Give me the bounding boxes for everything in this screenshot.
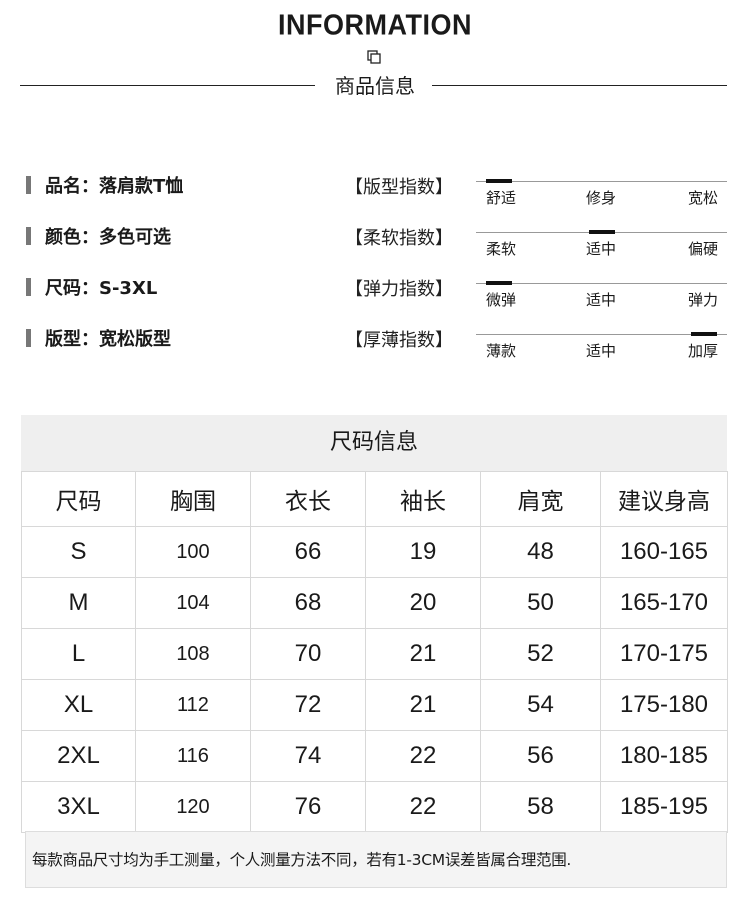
column-header: 肩宽 xyxy=(480,471,601,527)
table-cell: 58 xyxy=(480,781,601,833)
index-scale-label: 薄款 xyxy=(486,342,517,360)
index-scale-label: 微弹 xyxy=(486,291,517,309)
table-cell: 20 xyxy=(365,577,481,629)
index-scale-label: 修身 xyxy=(586,189,617,207)
table-cell: 2XL xyxy=(21,730,136,782)
spec-label: 颜色：多色可选 xyxy=(45,227,171,248)
spec-item: 版型：宽松版型 xyxy=(26,325,171,351)
table-row: XL 112 72 21 54 175-180 xyxy=(21,679,728,731)
index-scale-label: 弹力 xyxy=(688,291,719,309)
table-cell: L xyxy=(21,628,136,680)
table-cell: 21 xyxy=(365,628,481,680)
bullet-bar xyxy=(26,278,31,296)
index-scale-label: 适中 xyxy=(586,240,617,258)
table-cell: 72 xyxy=(250,679,366,731)
table-cell: 116 xyxy=(135,730,251,782)
table-row: 3XL 120 76 22 58 185-195 xyxy=(21,781,728,833)
size-table: 尺码信息 尺码 胸围 衣长 袖长 肩宽 建议身高 S 100 66 19 48 160-165 M 104… xyxy=(21,415,728,833)
table-row: S 100 66 19 48 160-165 xyxy=(21,526,728,578)
table-cell: 56 xyxy=(480,730,601,782)
table-row: M 104 68 20 50 165-170 xyxy=(21,577,728,629)
table-cell: 112 xyxy=(135,679,251,731)
table-cell: 3XL xyxy=(21,781,136,833)
bullet-bar xyxy=(26,176,31,194)
index-scale-label: 适中 xyxy=(586,342,617,360)
table-cell: 180-185 xyxy=(600,730,728,782)
index-scale-label: 适中 xyxy=(586,291,617,309)
index-name: 【厚薄指数】 xyxy=(345,330,453,351)
table-cell: 70 xyxy=(250,628,366,680)
table-cell: 22 xyxy=(365,730,481,782)
section-subtitle: 商品信息 xyxy=(335,74,415,98)
index-level-marker xyxy=(691,332,717,336)
index-scale-track: 柔软 适中 偏硬 xyxy=(476,230,727,258)
table-cell: 54 xyxy=(480,679,601,731)
index-name: 【柔软指数】 xyxy=(345,228,453,249)
table-row: L 108 70 21 52 170-175 xyxy=(21,628,728,680)
table-cell: 76 xyxy=(250,781,366,833)
table-cell: XL xyxy=(21,679,136,731)
table-cell: 175-180 xyxy=(600,679,728,731)
index-scale-track: 舒适 修身 宽松 xyxy=(476,179,727,207)
index-level-marker xyxy=(486,281,512,285)
index-level-marker xyxy=(588,230,615,234)
table-cell: 68 xyxy=(250,577,366,629)
copy-squares-icon xyxy=(367,50,381,64)
bullet-bar xyxy=(26,329,31,347)
divider-right xyxy=(432,85,727,86)
table-cell: 185-195 xyxy=(600,781,728,833)
table-cell: 22 xyxy=(365,781,481,833)
index-scale-label: 舒适 xyxy=(486,189,517,207)
table-cell: 104 xyxy=(135,577,251,629)
column-header: 袖长 xyxy=(365,471,481,527)
index-scale-label: 偏硬 xyxy=(688,240,719,258)
table-cell: 52 xyxy=(480,628,601,680)
index-scale-label: 宽松 xyxy=(688,189,719,207)
table-cell: 19 xyxy=(365,526,481,578)
table-cell: 170-175 xyxy=(600,628,728,680)
index-scale-track: 薄款 适中 加厚 xyxy=(476,332,727,360)
table-cell: 160-165 xyxy=(600,526,728,578)
table-cell: M xyxy=(21,577,136,629)
column-header: 胸围 xyxy=(135,471,251,527)
table-cell: 100 xyxy=(135,526,251,578)
table-cell: 74 xyxy=(250,730,366,782)
index-scale-label: 柔软 xyxy=(486,240,517,258)
spec-item: 颜色：多色可选 xyxy=(26,223,171,249)
column-header: 尺码 xyxy=(21,471,136,527)
table-cell: 21 xyxy=(365,679,481,731)
column-header: 衣长 xyxy=(250,471,366,527)
spec-label: 尺码：S-3XL xyxy=(45,278,158,299)
divider-left xyxy=(20,85,315,86)
table-header-row: 尺码 胸围 衣长 袖长 肩宽 建议身高 xyxy=(21,471,728,527)
spec-label: 版型：宽松版型 xyxy=(45,329,171,350)
spec-label: 品名：落肩款T恤 xyxy=(45,176,184,197)
index-scale-label: 加厚 xyxy=(688,342,719,360)
table-cell: S xyxy=(21,526,136,578)
table-cell: 165-170 xyxy=(600,577,728,629)
table-cell: 108 xyxy=(135,628,251,680)
bullet-bar xyxy=(26,227,31,245)
size-table-caption: 尺码信息 xyxy=(21,415,727,471)
spec-item: 品名：落肩款T恤 xyxy=(26,172,183,198)
page-title: INFORMATION xyxy=(278,9,472,41)
table-cell: 48 xyxy=(480,526,601,578)
table-cell: 120 xyxy=(135,781,251,833)
index-level-marker xyxy=(486,179,512,183)
table-row: 2XL 116 74 22 56 180-185 xyxy=(21,730,728,782)
column-header: 建议身高 xyxy=(600,471,728,527)
measurement-note: 每款商品尺寸均为手工测量，个人测量方法不同，若有1-3CM误差皆属合理范围. xyxy=(25,831,727,888)
index-name: 【弹力指数】 xyxy=(345,279,453,300)
table-cell: 50 xyxy=(480,577,601,629)
table-cell: 66 xyxy=(250,526,366,578)
index-name: 【版型指数】 xyxy=(345,177,453,198)
spec-item: 尺码：S-3XL xyxy=(26,274,157,300)
index-scale-track: 微弹 适中 弹力 xyxy=(476,281,727,309)
